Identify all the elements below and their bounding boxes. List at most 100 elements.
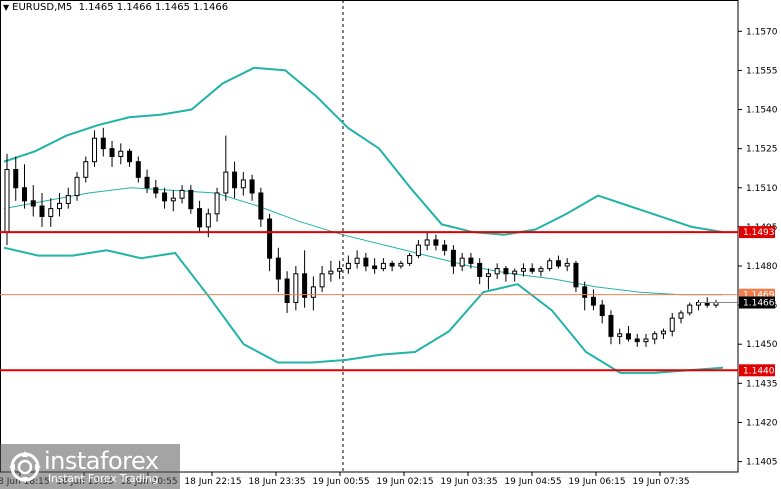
candle-body [660,330,666,335]
candle-body [13,169,19,189]
candle-body [92,137,98,163]
candle-body [477,262,483,277]
ma-price-label: 1.1469 [743,291,775,301]
x-tick-label: 19 Jun 02:15 [376,477,433,487]
y-tick-label: 1.1450 [746,340,778,350]
candle-body [293,273,299,303]
candle-body [162,192,168,202]
candle-body [398,262,404,267]
candle-body [372,265,378,270]
x-tick-label: 18 Jun 23:35 [248,477,305,487]
candle-body [74,176,80,197]
candle-body [39,205,45,217]
y-tick-label: 1.1555 [746,66,778,76]
candle-body [170,197,176,202]
candle-body [4,169,10,233]
candle-body [643,338,649,343]
candle-body [617,333,623,337]
candle-body [197,208,203,228]
candle-body [538,268,544,272]
candle-body [459,257,465,267]
candle-body [450,249,456,267]
level-price-label: 1.1493 [743,228,775,238]
candle-body [512,270,518,275]
candle-body [345,262,351,270]
level-price-tag [739,364,775,377]
candle-body [232,171,238,189]
candle-body [678,312,684,319]
candle-body [319,273,325,288]
plot-frame [0,0,739,473]
candle-body [634,338,640,343]
y-tick-label: 1.1540 [746,106,778,116]
candle-body [205,213,211,228]
bollinger-lower-band [3,246,724,374]
candle-body [468,257,474,264]
level-price-label: 1.1440 [743,366,775,376]
candle-body [555,260,561,267]
symbol-label: EURUSD,M5 [12,2,73,13]
candle-body [275,257,281,280]
candle-body [127,150,133,163]
candle-body [337,268,343,272]
candle-body [652,333,658,340]
candle-body [83,161,89,178]
y-tick-label: 1.1420 [746,418,778,428]
candle-body [433,239,439,246]
candle-body [590,296,596,306]
candle-body [415,244,421,257]
candle-body [302,273,308,298]
y-tick-label: 1.1570 [746,27,778,37]
y-tick-label: 1.1480 [746,262,778,272]
candle-body [223,171,229,194]
candle-body [547,260,553,270]
candle-body [48,208,54,217]
candle-body [267,218,273,259]
candle-body [389,262,395,267]
candle-body [65,195,71,204]
candle-body [153,187,159,194]
brand-name: instaforex [44,447,159,475]
candle-body [582,286,588,298]
candle-body [354,257,360,264]
candle-body [240,179,246,189]
candle-body [520,268,526,272]
y-tick-label: 1.1435 [746,379,778,389]
candle-body [328,270,334,275]
candle-body [573,262,579,288]
candle-body [100,137,106,150]
candle-body [22,187,28,202]
x-tick-label: 18 Jun 22:15 [184,477,241,487]
level-price-tag [739,226,775,239]
candle-body [188,189,194,210]
candle-body [669,317,675,332]
x-tick-label: 19 Jun 00:55 [312,477,369,487]
candle-body [503,268,509,275]
brand-tagline: Instant Forex Trading [48,473,159,485]
candle-body [599,304,605,317]
candle-body [30,200,36,207]
ohlc-values: 1.1465 1.1466 1.1465 1.1466 [78,2,229,13]
candle-body [687,304,693,314]
y-tick-label: 1.1405 [746,458,778,468]
collapse-triangle-icon[interactable]: ▼ [3,3,10,12]
candle-body [144,176,150,189]
candle-body [494,268,500,275]
candle-body [424,239,430,246]
current-price-label: 1.1466 [743,298,775,308]
candle-body [57,202,63,210]
chart-header: ▼ EURUSD,M5 1.1465 1.1466 1.1465 1.1466 [3,2,228,13]
candle-body [380,262,386,270]
candle-body [625,333,631,340]
candle-body [363,257,369,267]
candle-body [407,255,413,264]
candle-body [179,189,185,199]
candle-body [249,179,255,194]
candle-body [310,286,316,298]
bollinger-upper-band [3,66,724,236]
candle-body [258,192,264,220]
candle-body [214,192,220,215]
y-tick-label: 1.1510 [746,184,778,194]
